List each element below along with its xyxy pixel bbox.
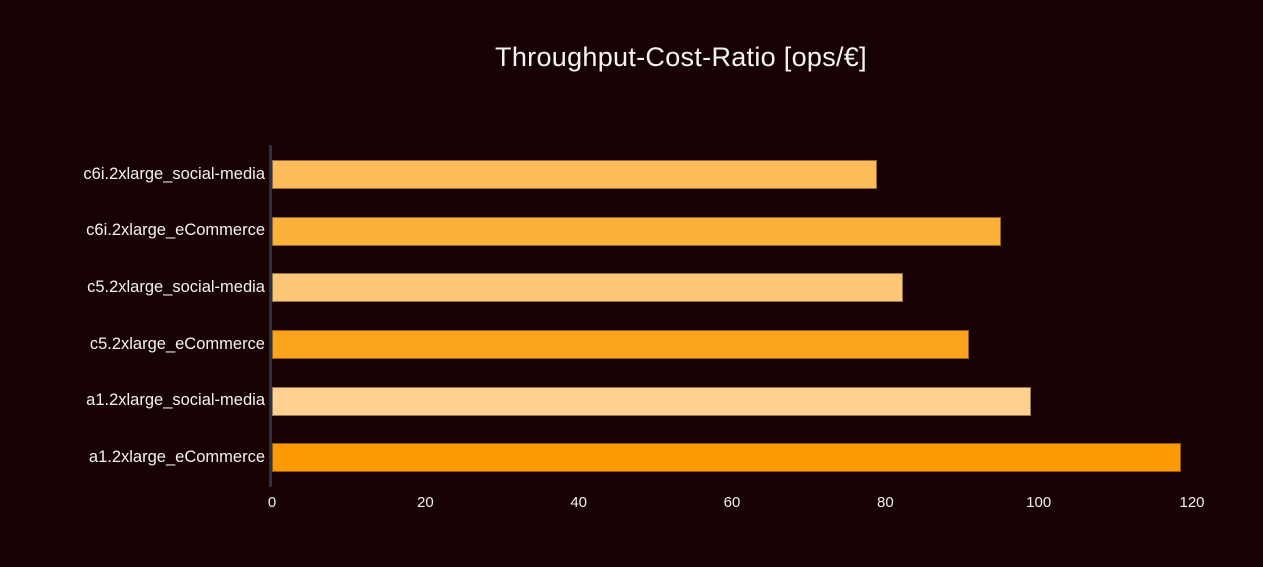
bar-c6i.2xlarge_social-media[interactable] [272,159,877,189]
x-axis-tick-label: 40 [570,494,587,511]
y-axis-label: c6i.2xlarge_eCommerce [86,221,265,240]
x-axis-tick-label: 120 [1179,494,1205,511]
x-axis-tick-label: 0 [267,494,277,511]
bar-c6i.2xlarge_eCommerce[interactable] [272,216,1002,246]
bar-a1.2xlarge_social-media[interactable] [272,386,1031,416]
x-axis-ticks: 0 20 40 60 80 100 120 [268,494,1238,514]
y-axis-label: a1.2xlarge_eCommerce [88,448,265,467]
x-axis-tick-label: 80 [876,494,894,511]
y-axis-label: c6i.2xlarge_social-media [83,164,265,183]
y-axis-label: a1.2xlarge_social-media [86,391,265,410]
y-axis-label: c5.2xlarge_eCommerce [89,334,265,353]
chart-title: Throughput-Cost-Ratio [ops/€] [495,42,867,72]
y-axis-line [269,145,272,487]
plot-area[interactable] [272,146,1238,486]
x-axis-tick-label: 60 [723,494,741,511]
bar-c5.2xlarge_eCommerce[interactable] [272,329,969,359]
y-axis-label: c5.2xlarge_social-media [87,278,265,297]
y-axis-labels: c6i.2xlarge_social-media c6i.2xlarge_eCom… [0,146,265,486]
x-axis-tick-label: 100 [1026,494,1052,511]
x-axis-tick-label: 20 [416,494,434,511]
bar-a1.2xlarge_eCommerce[interactable] [272,443,1182,473]
bar-c5.2xlarge_social-media[interactable] [272,273,903,303]
